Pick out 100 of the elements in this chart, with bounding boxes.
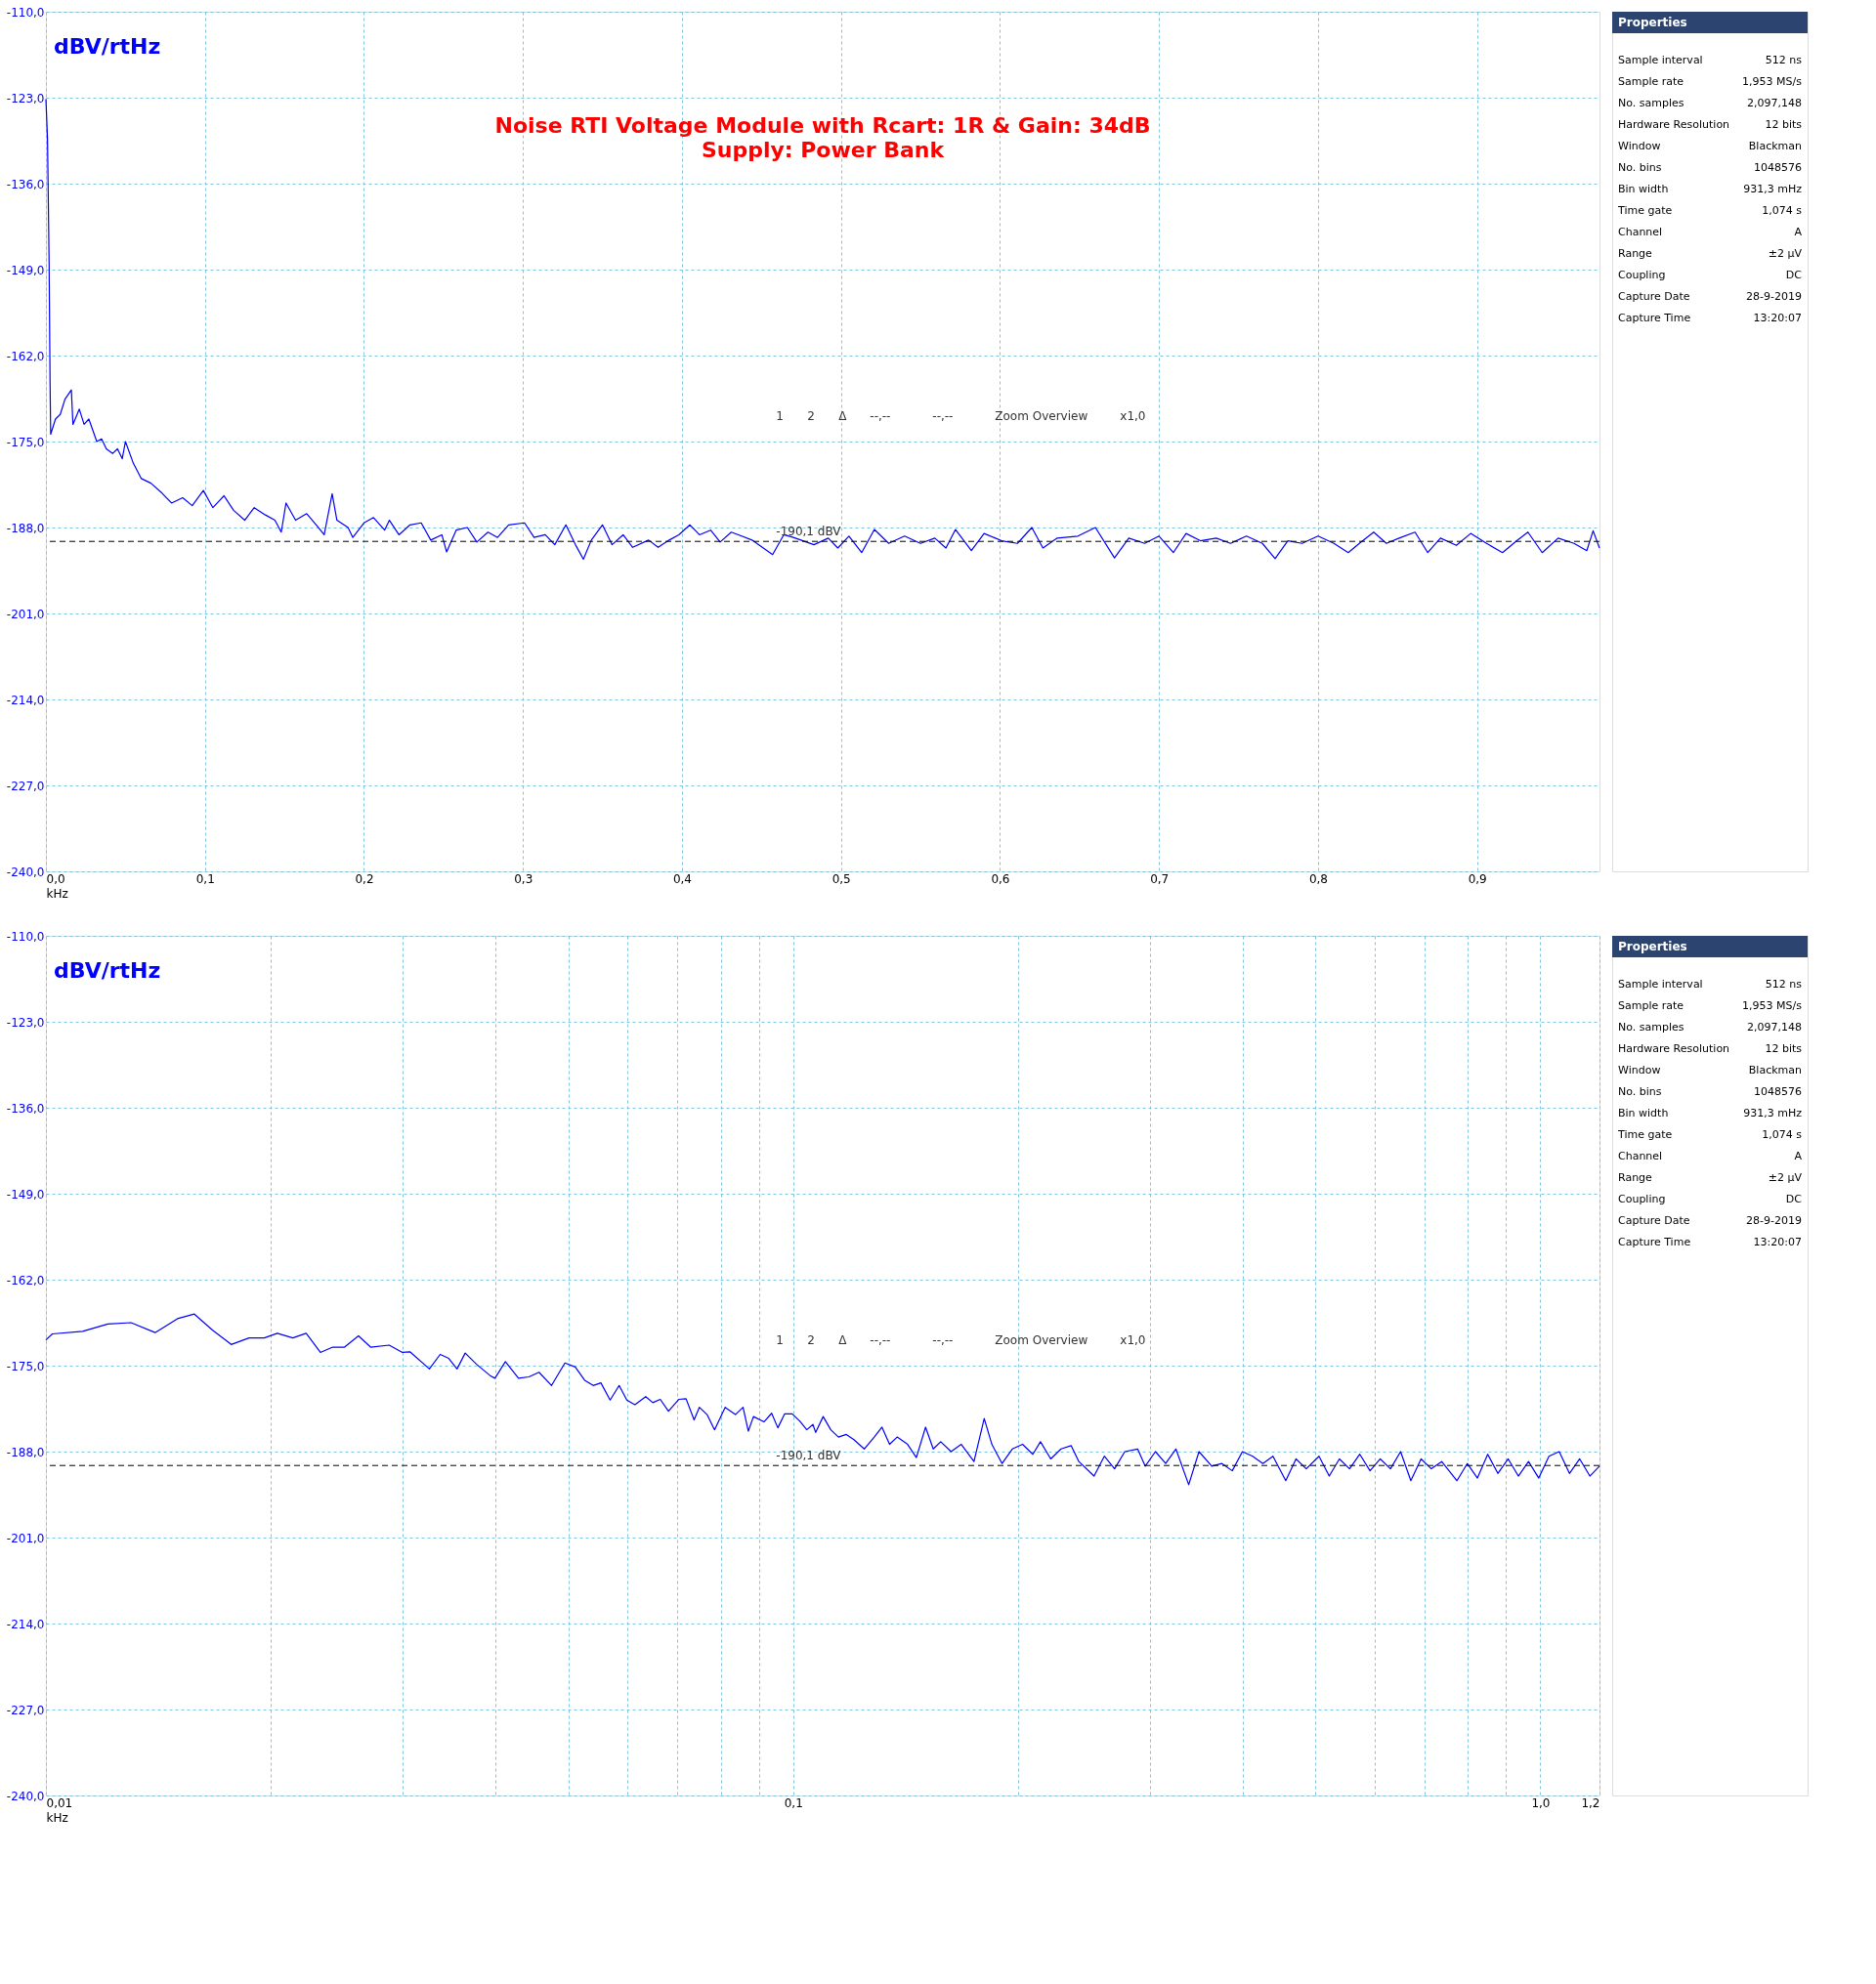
x-tick-label: 0,1 [195, 871, 215, 886]
y-tick-label: -188,0 [6, 521, 45, 535]
annotation: Zoom Overview [995, 408, 1088, 423]
text: No. samples [1618, 1021, 1684, 1034]
text: A [1794, 1150, 1803, 1162]
text: Capture Time [1618, 312, 1691, 324]
y-tick-label: -123,0 [6, 1015, 45, 1030]
text: 1,074 s [1762, 204, 1803, 217]
line-series [45, 98, 1600, 561]
text: Bin width [1618, 1107, 1669, 1119]
y-tick-label: -175,0 [6, 1359, 45, 1373]
text: Sample rate [1618, 999, 1684, 1012]
y-tick-label: -136,0 [6, 177, 45, 191]
x-tick-label: 1,0 [1531, 1795, 1551, 1810]
x-axis-title: kHz [46, 886, 68, 901]
y-tick-label: -201,0 [6, 1531, 45, 1545]
text: Range [1618, 247, 1653, 260]
text: Range [1618, 1171, 1653, 1184]
x-tick-label: 0,3 [514, 871, 533, 886]
annotation: 2 [807, 1332, 815, 1347]
x-tick-label: 0,01 [46, 1795, 73, 1810]
x-tick-label: 0,8 [1308, 871, 1328, 886]
text: 1,953 MS/s [1742, 75, 1803, 88]
text: 2,097,148 [1747, 1021, 1802, 1034]
text: Properties [1618, 940, 1687, 953]
text: Bin width [1618, 183, 1669, 195]
text: Channel [1618, 1150, 1663, 1162]
text: 931,3 mHz [1743, 183, 1803, 195]
y-tick-label: -214,0 [6, 1617, 45, 1631]
text: Blackman [1748, 140, 1803, 152]
y-tick-label: -188,0 [6, 1445, 45, 1459]
y-tick-label: -136,0 [6, 1101, 45, 1116]
text: Window [1618, 1064, 1661, 1076]
text: Coupling [1618, 269, 1666, 281]
text: 512 ns [1765, 54, 1803, 66]
text: Supply: Power Bank [701, 138, 946, 162]
text: 12 bits [1765, 118, 1803, 131]
text: Sample interval [1618, 54, 1703, 66]
y-tick-label: -110,0 [6, 5, 45, 20]
annotation: --,-- [870, 1332, 891, 1347]
y-tick-label: -149,0 [6, 1187, 45, 1202]
text: 12 bits [1765, 1042, 1803, 1055]
text: Sample interval [1618, 978, 1703, 991]
text: Hardware Resolution [1618, 1042, 1730, 1055]
text: 1,953 MS/s [1742, 999, 1803, 1012]
text: Properties [1618, 16, 1687, 29]
annotation: 1 [776, 1332, 784, 1347]
text: Hardware Resolution [1618, 118, 1730, 131]
x-tick-label: 0,1 [784, 1795, 803, 1810]
text: 28-9-2019 [1746, 290, 1802, 303]
x-tick-label: 0,4 [672, 871, 693, 886]
text: 931,3 mHz [1743, 1107, 1803, 1119]
text: Capture Date [1618, 1214, 1690, 1227]
text: Channel [1618, 226, 1663, 238]
text: Sample rate [1618, 75, 1684, 88]
x-tick-label: 0,0 [46, 871, 65, 886]
text: A [1794, 226, 1803, 238]
x-tick-label: 0,7 [1150, 871, 1170, 886]
annotation: 1 [776, 408, 784, 423]
y-tick-label: -175,0 [6, 435, 45, 449]
text: Capture Time [1618, 1236, 1691, 1248]
x-tick-label: 1,2 [1581, 1795, 1600, 1810]
x-axis-title: kHz [46, 1810, 68, 1825]
y-tick-label: -162,0 [6, 349, 45, 363]
text: 13:20:07 [1753, 1236, 1802, 1248]
text: Time gate [1617, 204, 1673, 217]
annotation: x1,0 [1120, 1332, 1146, 1347]
text: Time gate [1617, 1128, 1673, 1141]
y-axis-title: dBV/rtHz [54, 34, 161, 59]
text: DC [1785, 1193, 1803, 1205]
text: Coupling [1618, 1193, 1666, 1205]
y-tick-label: -214,0 [6, 693, 45, 707]
x-tick-label: 0,6 [991, 871, 1010, 886]
annotation: x1,0 [1120, 408, 1146, 423]
text: No. bins [1618, 161, 1662, 174]
y-axis-title: dBV/rtHz [54, 958, 161, 983]
text: 1048576 [1754, 161, 1802, 174]
annotation: Zoom Overview [995, 1332, 1088, 1347]
text: ±2 µV [1768, 247, 1803, 260]
y-tick-label: -123,0 [6, 91, 45, 106]
annotation: --,-- [932, 408, 954, 423]
text: Blackman [1748, 1064, 1803, 1076]
text: DC [1785, 269, 1803, 281]
ref-line-label: -190,1 dBV [776, 1449, 842, 1463]
y-tick-label: -201,0 [6, 607, 45, 621]
text: 2,097,148 [1747, 97, 1802, 109]
ref-line-label: -190,1 dBV [776, 525, 842, 539]
text: ±2 µV [1768, 1171, 1803, 1184]
text: Capture Date [1618, 290, 1690, 303]
annotation: Δ [838, 1332, 848, 1347]
y-tick-label: -240,0 [6, 865, 45, 879]
text: Window [1618, 140, 1661, 152]
x-tick-label: 0,2 [355, 871, 374, 886]
annotation: Δ [838, 408, 848, 423]
text: No. bins [1618, 1085, 1662, 1098]
text: 28-9-2019 [1746, 1214, 1802, 1227]
x-tick-label: 0,9 [1468, 871, 1487, 886]
y-tick-label: -227,0 [6, 779, 45, 793]
y-tick-label: -110,0 [6, 929, 45, 944]
annotation: --,-- [870, 408, 891, 423]
